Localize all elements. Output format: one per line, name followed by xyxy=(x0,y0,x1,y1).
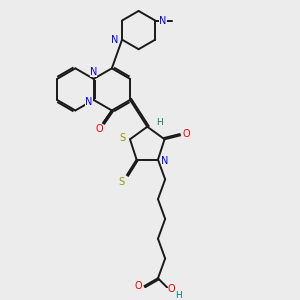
Text: H: H xyxy=(156,118,163,127)
Text: H: H xyxy=(175,291,182,300)
Text: N: N xyxy=(85,97,92,107)
Text: N: N xyxy=(90,67,97,77)
Text: N: N xyxy=(159,16,167,26)
Text: O: O xyxy=(167,284,175,294)
Text: N: N xyxy=(111,35,118,45)
Text: O: O xyxy=(183,130,190,140)
Text: O: O xyxy=(134,281,142,291)
Text: N: N xyxy=(161,156,168,166)
Text: S: S xyxy=(119,133,125,143)
Text: S: S xyxy=(118,177,124,187)
Text: O: O xyxy=(96,124,103,134)
